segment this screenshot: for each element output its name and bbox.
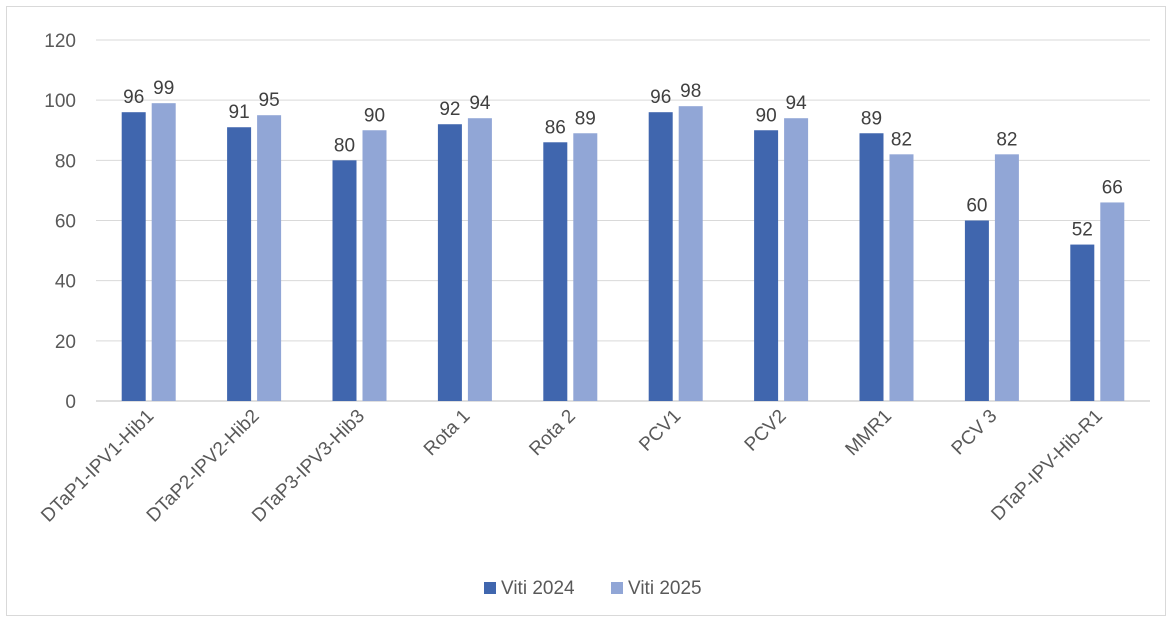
y-tick-label: 100 [44, 91, 76, 112]
x-tick-label: DTaP3-IPV3-Hib3 [248, 406, 369, 527]
y-tick-label: 120 [44, 31, 76, 52]
x-tick-label: MMR1 [842, 406, 896, 460]
bar-series-1 [754, 130, 779, 401]
bar-series-2 [1100, 202, 1125, 401]
data-label: 99 [153, 78, 174, 99]
bar-series-1 [437, 124, 462, 401]
bar-series-2 [784, 118, 809, 401]
data-label: 94 [469, 93, 491, 114]
bar-series-2 [994, 154, 1019, 401]
bar-series-1 [1070, 244, 1095, 401]
bar-series-2 [573, 133, 598, 401]
data-label: 60 [966, 196, 987, 217]
x-tick-label: PCV2 [741, 406, 791, 456]
data-label: 66 [1102, 177, 1123, 198]
data-label: 90 [364, 105, 385, 126]
data-label: 89 [861, 108, 882, 129]
data-label: 94 [786, 93, 808, 114]
data-label: 82 [996, 129, 1017, 150]
y-tick-label: 60 [55, 212, 76, 233]
data-label: 90 [756, 105, 777, 126]
bar-series-2 [678, 106, 703, 401]
bars [121, 103, 1125, 402]
x-tick-label: Rota 2 [525, 406, 579, 460]
x-tick-label: PCV 3 [948, 406, 1002, 460]
legend-label: Viti 2025 [628, 578, 702, 599]
bar-series-2 [151, 103, 176, 402]
legend-swatch [484, 582, 496, 594]
gridlines [96, 39, 1150, 402]
x-tick-label: DTaP-IPV-Hib-R1 [987, 406, 1106, 525]
bar-series-1 [227, 127, 252, 401]
x-tick-label: DTaP1-IPV1-Hib1 [37, 406, 158, 527]
y-tick-label: 0 [65, 392, 76, 413]
data-label: 91 [229, 102, 250, 123]
bar-series-1 [332, 160, 357, 401]
data-labels: 96 99 91 95 80 90 92 94 86 89 96 98 90 94 89 82 60 82 52 66 [123, 78, 1123, 240]
legend-swatch [611, 582, 623, 594]
bar-series-1 [648, 112, 673, 401]
x-tick-label: PCV1 [635, 406, 685, 456]
legend: Viti 2024 Viti 2025 [484, 578, 702, 599]
data-label: 80 [334, 135, 355, 156]
x-tick-label: Rota 1 [420, 406, 474, 460]
data-label: 89 [575, 108, 596, 129]
data-label: 92 [439, 99, 460, 120]
bar-series-2 [362, 130, 387, 401]
bar-series-1 [859, 133, 884, 401]
data-label: 86 [545, 117, 566, 138]
legend-label: Viti 2024 [501, 578, 575, 599]
x-tick-label: DTaP2-IPV2-Hib2 [143, 406, 264, 527]
bar-series-1 [121, 112, 146, 401]
y-axis-ticks: 0 20 40 60 80 100 120 [44, 31, 76, 413]
data-label: 96 [123, 87, 144, 108]
data-label: 96 [650, 87, 671, 108]
bar-series-2 [889, 154, 914, 401]
data-label: 82 [891, 129, 912, 150]
bar-series-1 [964, 220, 989, 401]
y-tick-label: 20 [55, 332, 76, 353]
y-tick-label: 40 [55, 272, 76, 293]
x-axis-ticks: DTaP1-IPV1-Hib1DTaP2-IPV2-Hib2DTaP3-IPV3… [37, 406, 1106, 527]
bar-series-2 [257, 115, 282, 401]
data-label: 95 [259, 90, 280, 111]
bar-series-2 [467, 118, 492, 401]
bar-series-1 [543, 142, 568, 402]
data-label: 98 [680, 81, 701, 102]
y-tick-label: 80 [55, 151, 76, 172]
data-label: 52 [1072, 220, 1093, 241]
